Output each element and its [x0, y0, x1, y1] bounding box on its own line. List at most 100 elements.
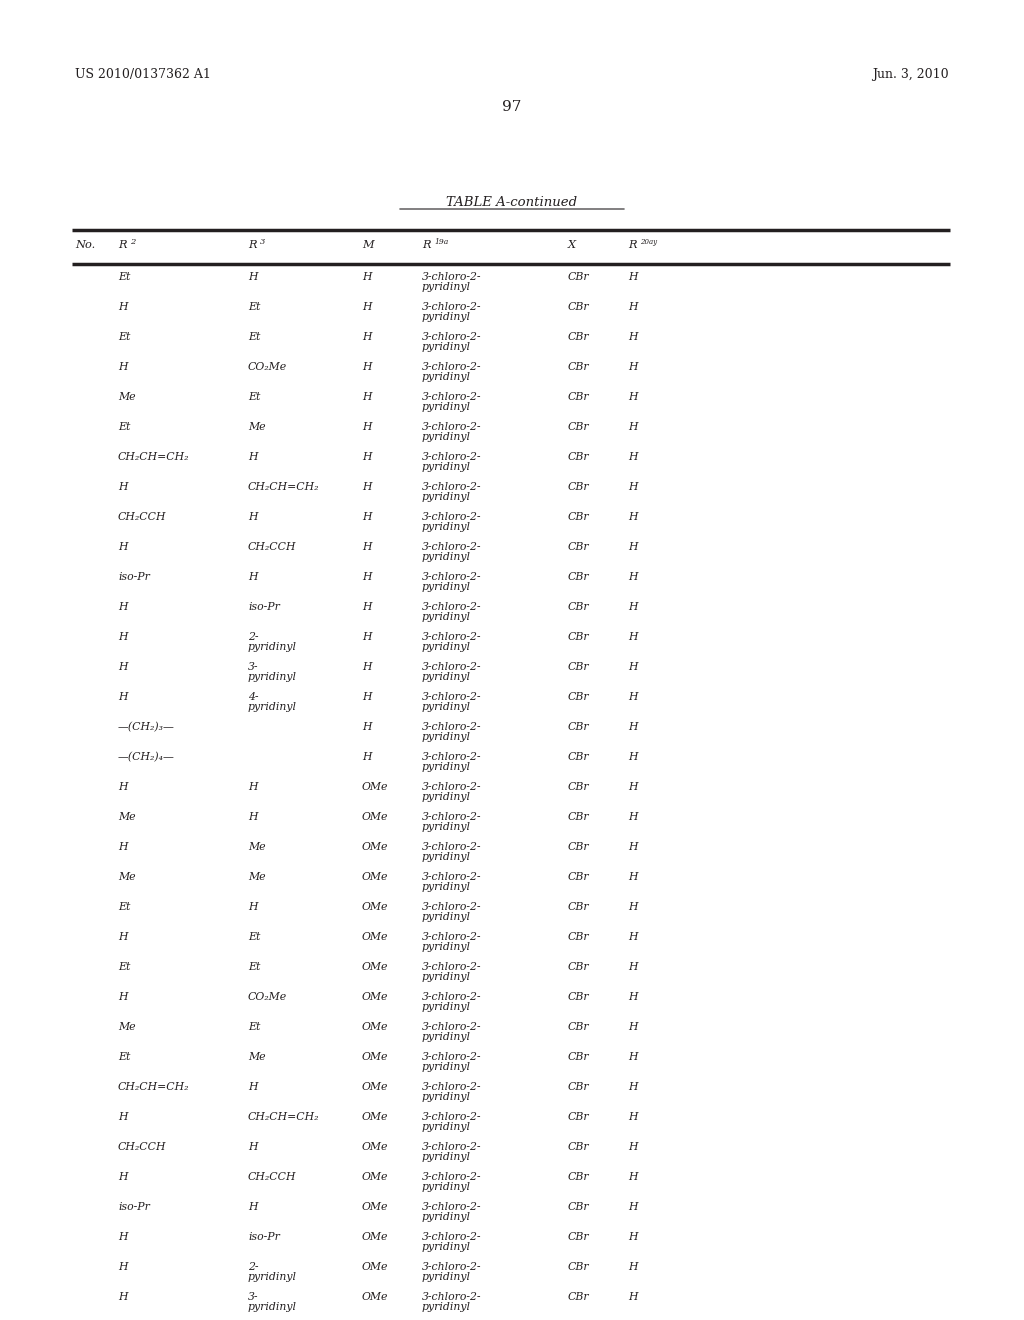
- Text: R: R: [118, 240, 127, 249]
- Text: 3-chloro-2-: 3-chloro-2-: [422, 842, 481, 851]
- Text: 3-chloro-2-: 3-chloro-2-: [422, 632, 481, 642]
- Text: 3-chloro-2-: 3-chloro-2-: [422, 752, 481, 762]
- Text: pyridinyl: pyridinyl: [422, 1122, 471, 1133]
- Text: 3-chloro-2-: 3-chloro-2-: [422, 1111, 481, 1122]
- Text: H: H: [362, 272, 372, 282]
- Text: 3-chloro-2-: 3-chloro-2-: [422, 812, 481, 822]
- Text: CBr: CBr: [568, 602, 590, 612]
- Text: pyridinyl: pyridinyl: [422, 612, 471, 622]
- Text: 3-chloro-2-: 3-chloro-2-: [422, 302, 481, 312]
- Text: pyridinyl: pyridinyl: [422, 642, 471, 652]
- Text: 3-chloro-2-: 3-chloro-2-: [422, 333, 481, 342]
- Text: H: H: [628, 482, 638, 492]
- Text: 3-chloro-2-: 3-chloro-2-: [422, 902, 481, 912]
- Text: —(CH₂)₃—: —(CH₂)₃—: [118, 722, 175, 733]
- Text: 3-chloro-2-: 3-chloro-2-: [422, 1262, 481, 1272]
- Text: CBr: CBr: [568, 1292, 590, 1302]
- Text: H: H: [628, 1172, 638, 1181]
- Text: 3-chloro-2-: 3-chloro-2-: [422, 873, 481, 882]
- Text: OMe: OMe: [362, 842, 388, 851]
- Text: Me: Me: [248, 422, 265, 432]
- Text: 3-chloro-2-: 3-chloro-2-: [422, 512, 481, 521]
- Text: pyridinyl: pyridinyl: [422, 912, 471, 921]
- Text: H: H: [362, 512, 372, 521]
- Text: H: H: [628, 632, 638, 642]
- Text: 3-chloro-2-: 3-chloro-2-: [422, 451, 481, 462]
- Text: H: H: [362, 362, 372, 372]
- Text: H: H: [628, 902, 638, 912]
- Text: 97: 97: [503, 100, 521, 114]
- Text: 3-chloro-2-: 3-chloro-2-: [422, 663, 481, 672]
- Text: pyridinyl: pyridinyl: [422, 882, 471, 892]
- Text: H: H: [118, 1232, 128, 1242]
- Text: H: H: [628, 392, 638, 403]
- Text: OMe: OMe: [362, 1142, 388, 1152]
- Text: 3-: 3-: [248, 663, 258, 672]
- Text: H: H: [248, 572, 257, 582]
- Text: 3-chloro-2-: 3-chloro-2-: [422, 392, 481, 403]
- Text: CBr: CBr: [568, 482, 590, 492]
- Text: pyridinyl: pyridinyl: [422, 282, 471, 292]
- Text: Et: Et: [248, 302, 260, 312]
- Text: 3-chloro-2-: 3-chloro-2-: [422, 422, 481, 432]
- Text: 3-chloro-2-: 3-chloro-2-: [422, 1232, 481, 1242]
- Text: CH₂CH=CH₂: CH₂CH=CH₂: [118, 451, 189, 462]
- Text: pyridinyl: pyridinyl: [422, 462, 471, 473]
- Text: CH₂CH=CH₂: CH₂CH=CH₂: [248, 482, 319, 492]
- Text: H: H: [628, 752, 638, 762]
- Text: H: H: [248, 272, 257, 282]
- Text: CBr: CBr: [568, 1232, 590, 1242]
- Text: pyridinyl: pyridinyl: [422, 672, 471, 682]
- Text: pyridinyl: pyridinyl: [422, 1272, 471, 1282]
- Text: Et: Et: [118, 333, 130, 342]
- Text: pyridinyl: pyridinyl: [422, 372, 471, 381]
- Text: Et: Et: [118, 422, 130, 432]
- Text: CBr: CBr: [568, 1262, 590, 1272]
- Text: pyridinyl: pyridinyl: [422, 972, 471, 982]
- Text: M: M: [362, 240, 374, 249]
- Text: H: H: [362, 451, 372, 462]
- Text: OMe: OMe: [362, 932, 388, 942]
- Text: H: H: [628, 842, 638, 851]
- Text: CH₂CH=CH₂: CH₂CH=CH₂: [118, 1082, 189, 1092]
- Text: OMe: OMe: [362, 993, 388, 1002]
- Text: CBr: CBr: [568, 362, 590, 372]
- Text: H: H: [362, 602, 372, 612]
- Text: H: H: [248, 781, 257, 792]
- Text: iso-Pr: iso-Pr: [248, 1232, 280, 1242]
- Text: pyridinyl: pyridinyl: [422, 432, 471, 442]
- Text: H: H: [362, 422, 372, 432]
- Text: H: H: [248, 451, 257, 462]
- Text: H: H: [628, 543, 638, 552]
- Text: OMe: OMe: [362, 781, 388, 792]
- Text: CBr: CBr: [568, 572, 590, 582]
- Text: Et: Et: [248, 932, 260, 942]
- Text: H: H: [628, 873, 638, 882]
- Text: CBr: CBr: [568, 932, 590, 942]
- Text: 3-: 3-: [248, 1292, 258, 1302]
- Text: H: H: [362, 482, 372, 492]
- Text: H: H: [628, 1142, 638, 1152]
- Text: X: X: [568, 240, 577, 249]
- Text: 3-chloro-2-: 3-chloro-2-: [422, 1292, 481, 1302]
- Text: Et: Et: [248, 333, 260, 342]
- Text: —(CH₂)₄—: —(CH₂)₄—: [118, 752, 175, 763]
- Text: H: H: [628, 962, 638, 972]
- Text: H: H: [362, 543, 372, 552]
- Text: CBr: CBr: [568, 962, 590, 972]
- Text: 4-: 4-: [248, 692, 258, 702]
- Text: Me: Me: [248, 1052, 265, 1063]
- Text: H: H: [248, 512, 257, 521]
- Text: Me: Me: [118, 392, 135, 403]
- Text: CO₂Me: CO₂Me: [248, 993, 287, 1002]
- Text: H: H: [628, 1022, 638, 1032]
- Text: CBr: CBr: [568, 993, 590, 1002]
- Text: H: H: [118, 302, 128, 312]
- Text: CBr: CBr: [568, 632, 590, 642]
- Text: 2-: 2-: [248, 632, 258, 642]
- Text: pyridinyl: pyridinyl: [422, 312, 471, 322]
- Text: OMe: OMe: [362, 1232, 388, 1242]
- Text: CBr: CBr: [568, 392, 590, 403]
- Text: CH₂CCH: CH₂CCH: [118, 1142, 167, 1152]
- Text: H: H: [628, 1232, 638, 1242]
